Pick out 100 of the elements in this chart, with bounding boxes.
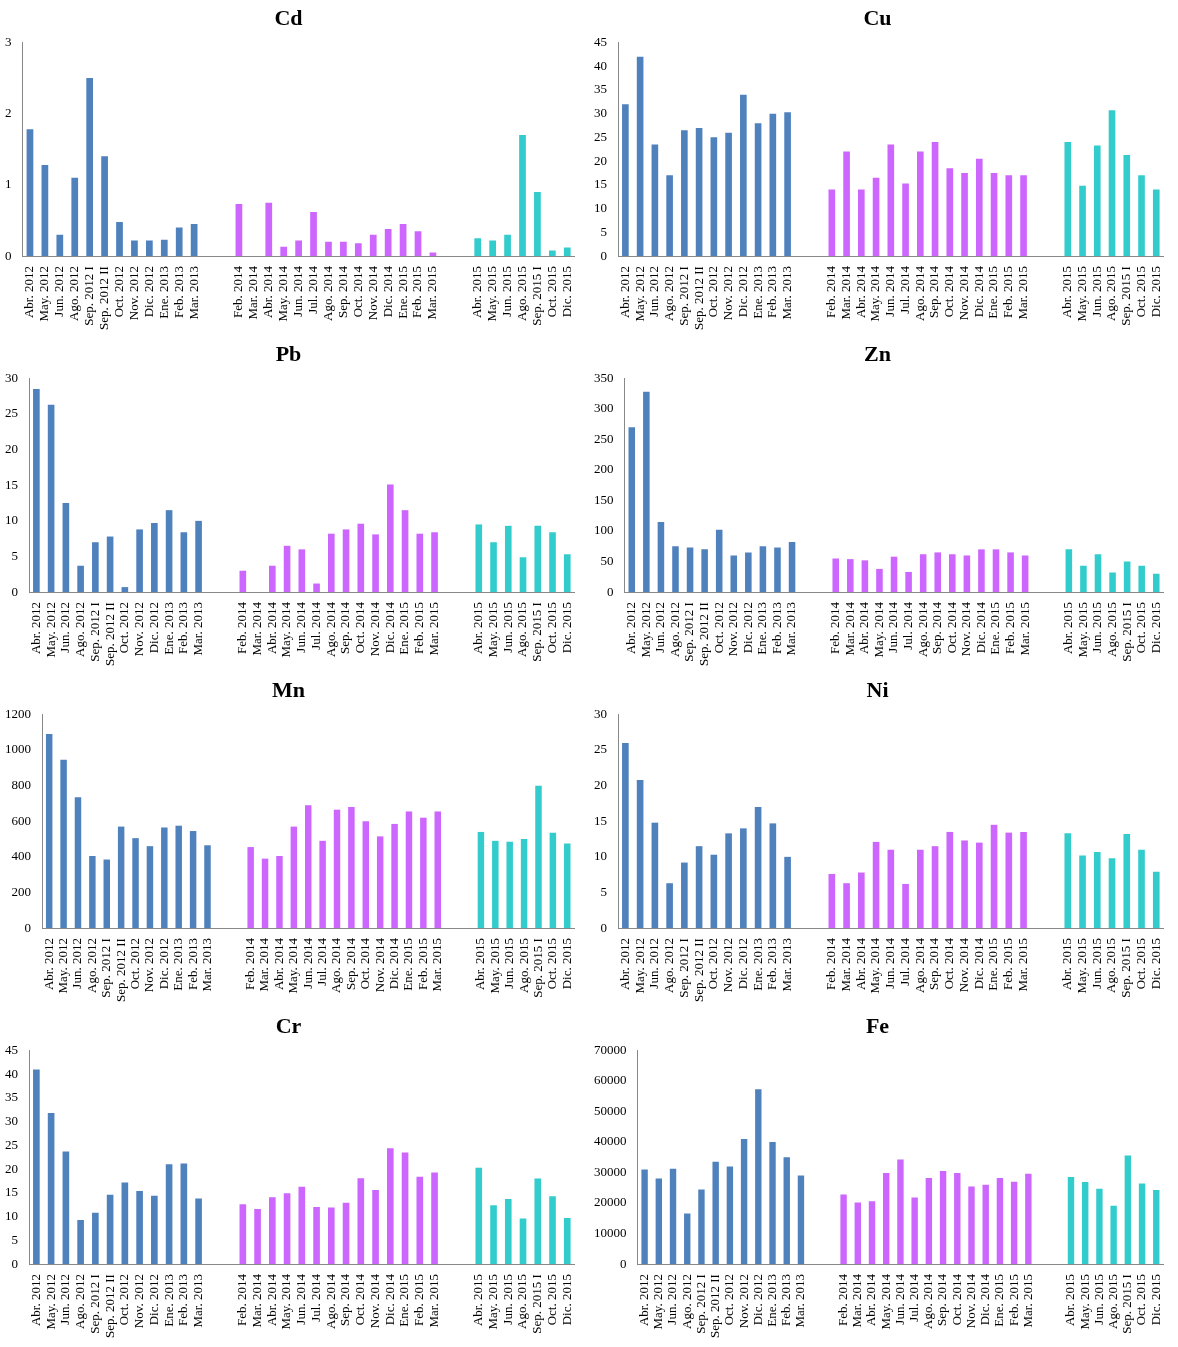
bar (33, 389, 40, 593)
x-tick-label: Dic. 2014 (379, 265, 395, 318)
bar (968, 1186, 975, 1265)
x-tick-label: Ene. 2015 (400, 938, 416, 991)
bar (1152, 871, 1160, 929)
x-tick-label: May. 2012 (42, 1274, 58, 1330)
bar (328, 533, 335, 593)
x-tick-label: Mar. 2015 (1014, 938, 1030, 992)
bar (949, 554, 956, 593)
bar (1005, 175, 1013, 257)
y-tick-label: 250 (594, 430, 614, 446)
bar (672, 546, 679, 593)
x-tick-label: Dic. 2015 (558, 1274, 574, 1326)
x-tick-label: May. 2015 (1076, 1274, 1092, 1330)
bar (477, 831, 485, 929)
x-tick-label: Feb. 2014 (823, 937, 839, 991)
x-tick-label: Dic. 2014 (970, 937, 986, 990)
bar (204, 845, 211, 929)
y-tick-label: 15 (594, 176, 607, 192)
bar (391, 823, 398, 929)
bar (304, 805, 312, 929)
x-tick-label: May. 2012 (55, 938, 71, 994)
bar (490, 1205, 497, 1265)
x-tick-label: Sep. 2015 I (528, 266, 544, 326)
chart-title: Fe (865, 1012, 890, 1038)
y-tick-label: 45 (5, 1041, 18, 1057)
x-tick-label: Abr. 2012 (616, 266, 632, 319)
x-tick-label: Nov. 2014 (955, 265, 971, 321)
bar (725, 132, 732, 257)
y-tick-label: 25 (5, 405, 18, 421)
x-tick-label: Mar. 2013 (783, 602, 799, 656)
bar (160, 239, 168, 257)
bar (161, 827, 168, 929)
x-tick-label: Jun. 2015 (1088, 266, 1104, 317)
bar (101, 156, 108, 257)
bar (858, 872, 865, 929)
x-tick-label: Jun. 2012 (51, 266, 67, 317)
bar (1138, 565, 1145, 593)
x-tick-label: Oct. 2015 (1133, 1274, 1149, 1326)
x-tick-label: Dic. 2014 (381, 601, 397, 654)
bar (401, 510, 409, 593)
x-tick-label: Jun. 2012 (646, 266, 662, 317)
x-tick-label: Feb. 2013 (764, 266, 780, 319)
bar (917, 151, 924, 257)
bar (669, 1168, 677, 1265)
x-tick-label: Mar. 2015 (425, 602, 441, 656)
y-tick-label: 25 (594, 741, 607, 757)
x-tick-label: Sep. 2012 I (81, 266, 97, 326)
y-tick-label: 400 (11, 848, 31, 864)
y-tick-label: 0 (600, 919, 607, 935)
x-tick-label: Mar. 2015 (1016, 602, 1032, 656)
bar (1096, 1188, 1103, 1265)
x-tick-label: Feb. 2015 (409, 266, 425, 319)
x-tick-label: Sep. 2014 (926, 937, 942, 991)
bar (146, 240, 153, 257)
y-tick-label: 200 (594, 461, 614, 477)
y-tick-label: 20 (594, 152, 607, 168)
x-tick-label: Feb. 2013 (175, 602, 191, 655)
bar (769, 1141, 776, 1265)
bar (925, 1178, 933, 1265)
x-tick-label: Ago. 2012 (666, 602, 682, 657)
bar (1065, 549, 1073, 593)
x-tick-label: Nov. 2014 (366, 1273, 382, 1329)
bar (784, 856, 791, 929)
bar (420, 817, 427, 929)
x-tick-label: Oct. 2012 (710, 602, 726, 654)
y-tick-label: 40000 (594, 1133, 627, 1149)
bar (730, 555, 738, 593)
x-tick-label: Dic. 2012 (739, 602, 755, 654)
y-tick-label: 350 (594, 369, 614, 385)
bar (1138, 175, 1145, 257)
x-tick-label: Jun. 2014 (882, 265, 898, 317)
x-tick-label: Abr. 2014 (852, 265, 868, 319)
x-tick-label: Feb. 2014 (230, 265, 246, 319)
bar (313, 1207, 320, 1265)
bar (963, 555, 971, 593)
bar (622, 742, 629, 929)
bar (939, 1170, 947, 1265)
bar (651, 822, 659, 929)
x-tick-label: Sep. 2014 (342, 937, 358, 991)
bar (754, 123, 762, 257)
bar (755, 1089, 762, 1265)
x-tick-label: Mar. 2015 (425, 1274, 441, 1328)
bar (151, 1195, 158, 1265)
bar (121, 587, 129, 593)
y-tick-label: 5 (11, 547, 18, 563)
x-tick-label: Sep. 2012 II (112, 938, 128, 1003)
x-tick-label: Ene. 2015 (991, 1274, 1007, 1327)
bar (641, 1169, 648, 1265)
x-tick-label: Jul. 2014 (314, 937, 330, 986)
y-tick-label: 40 (594, 57, 607, 73)
bar (931, 142, 939, 257)
x-tick-label: Sep. 2012 II (101, 1274, 117, 1339)
y-tick-label: 100 (594, 522, 614, 538)
x-tick-label: Jun. 2014 (885, 601, 901, 653)
x-tick-label: Nov. 2012 (131, 602, 147, 657)
x-tick-label: Abr. 2014 (852, 937, 868, 991)
x-tick-label: Nov. 2014 (958, 601, 974, 657)
bar (47, 1113, 55, 1265)
y-tick-label: 3 (5, 33, 12, 49)
